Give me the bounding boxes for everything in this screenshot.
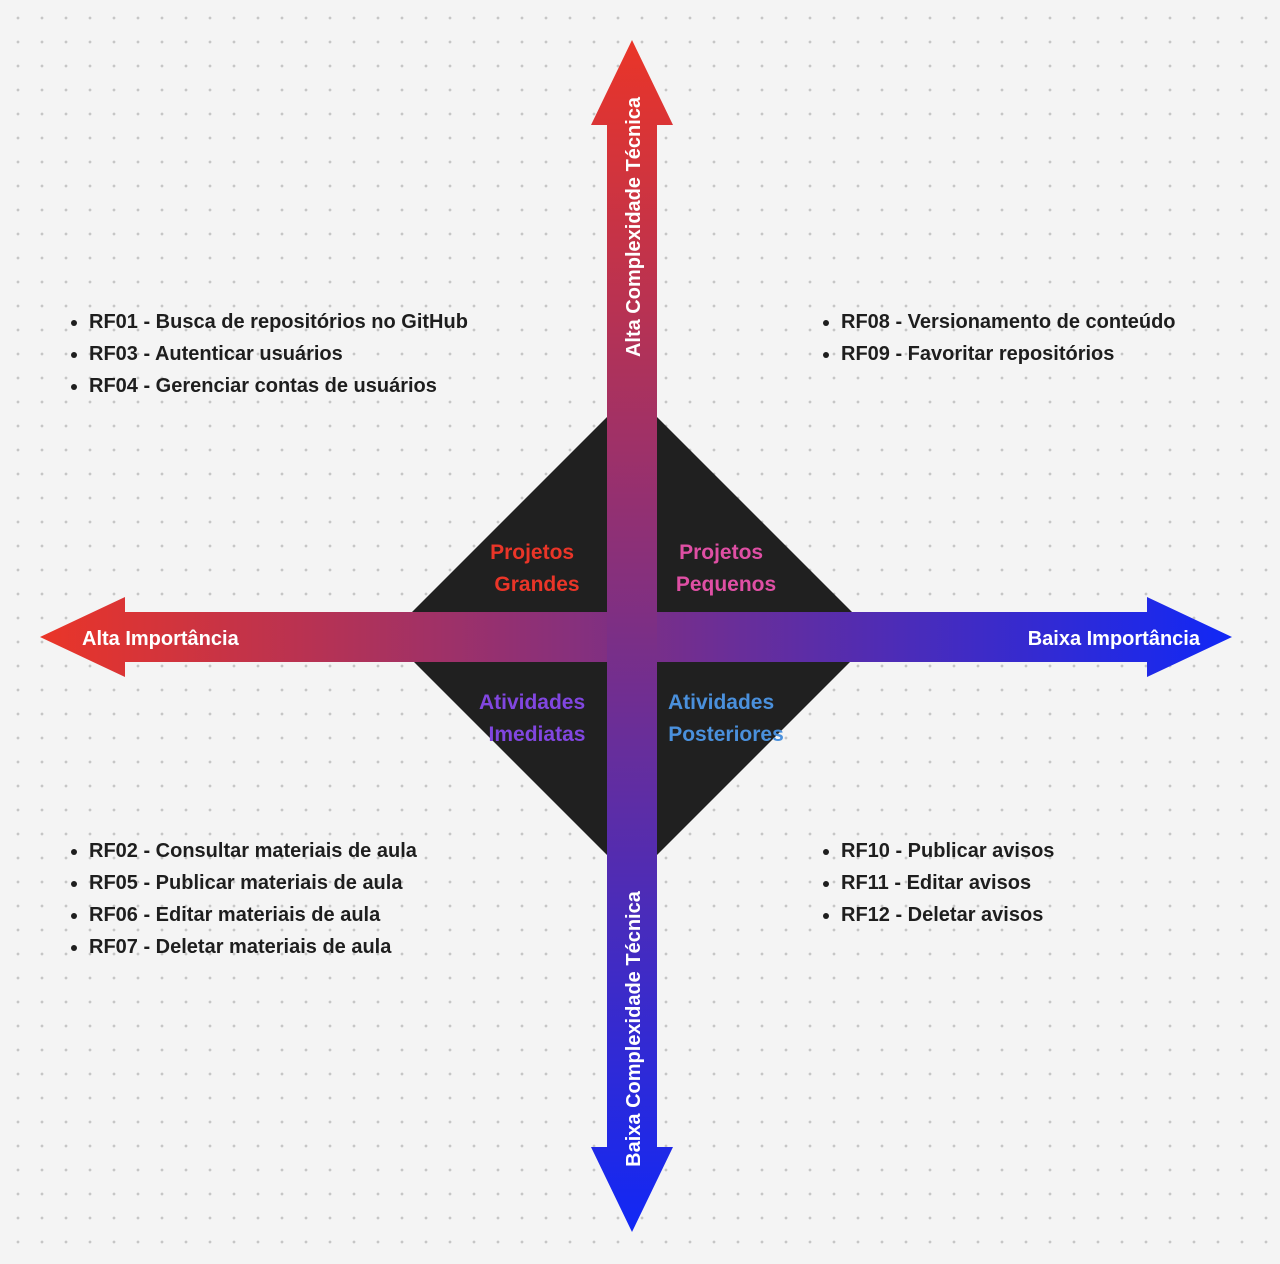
list-item: RF12 - Deletar avisos [841, 899, 1054, 931]
quadrant-label-line: Grandes [494, 573, 579, 596]
quadrant-label-line: Imediatas [489, 723, 586, 746]
list-item: RF02 - Consultar materiais de aula [89, 835, 417, 867]
quadrant-label-bottom-left: Atividades Imediatas [479, 691, 591, 746]
list-item: RF04 - Gerenciar contas de usuários [89, 370, 468, 402]
requirements-list-bottom-left: RF02 - Consultar materiais de aula RF05 … [69, 835, 417, 963]
list-item: RF08 - Versionamento de conteúdo [841, 306, 1176, 338]
quadrant-label-line: Atividades [479, 691, 585, 714]
list-item: RF07 - Deletar materiais de aula [89, 931, 417, 963]
quadrant-label-top-right: Projetos Pequenos [676, 541, 776, 596]
requirements-list-top-left: RF01 - Busca de repositórios no GitHub R… [69, 306, 468, 402]
axis-label-high-importance: Alta Importância [82, 628, 240, 650]
list-item: RF03 - Autenticar usuários [89, 338, 468, 370]
quadrant-label-line: Pequenos [676, 573, 776, 596]
quadrant-label-line: Atividades [668, 691, 774, 714]
complexity-axis-arrow [591, 40, 673, 1232]
quadrant-label-line: Projetos [679, 541, 763, 564]
quadrant-label-line: Posteriores [668, 723, 784, 746]
list-item: RF09 - Favoritar repositórios [841, 338, 1176, 370]
list-item: RF01 - Busca de repositórios no GitHub [89, 306, 468, 338]
axis-label-low-importance: Baixa Importância [1028, 628, 1201, 650]
list-item: RF06 - Editar materiais de aula [89, 899, 417, 931]
axis-label-low-complexity: Baixa Complexidade Técnica [623, 890, 645, 1167]
quadrant-label-top-left: Projetos Grandes [490, 541, 580, 596]
axis-label-high-complexity: Alta Complexidade Técnica [623, 96, 645, 357]
requirements-list-bottom-right: RF10 - Publicar avisos RF11 - Editar avi… [821, 835, 1054, 931]
list-item: RF05 - Publicar materiais de aula [89, 867, 417, 899]
quadrant-label-bottom-right: Atividades Posteriores [668, 691, 784, 746]
list-item: RF10 - Publicar avisos [841, 835, 1054, 867]
list-item: RF11 - Editar avisos [841, 867, 1054, 899]
requirements-list-top-right: RF08 - Versionamento de conteúdo RF09 - … [821, 306, 1176, 370]
quadrant-label-line: Projetos [490, 541, 574, 564]
